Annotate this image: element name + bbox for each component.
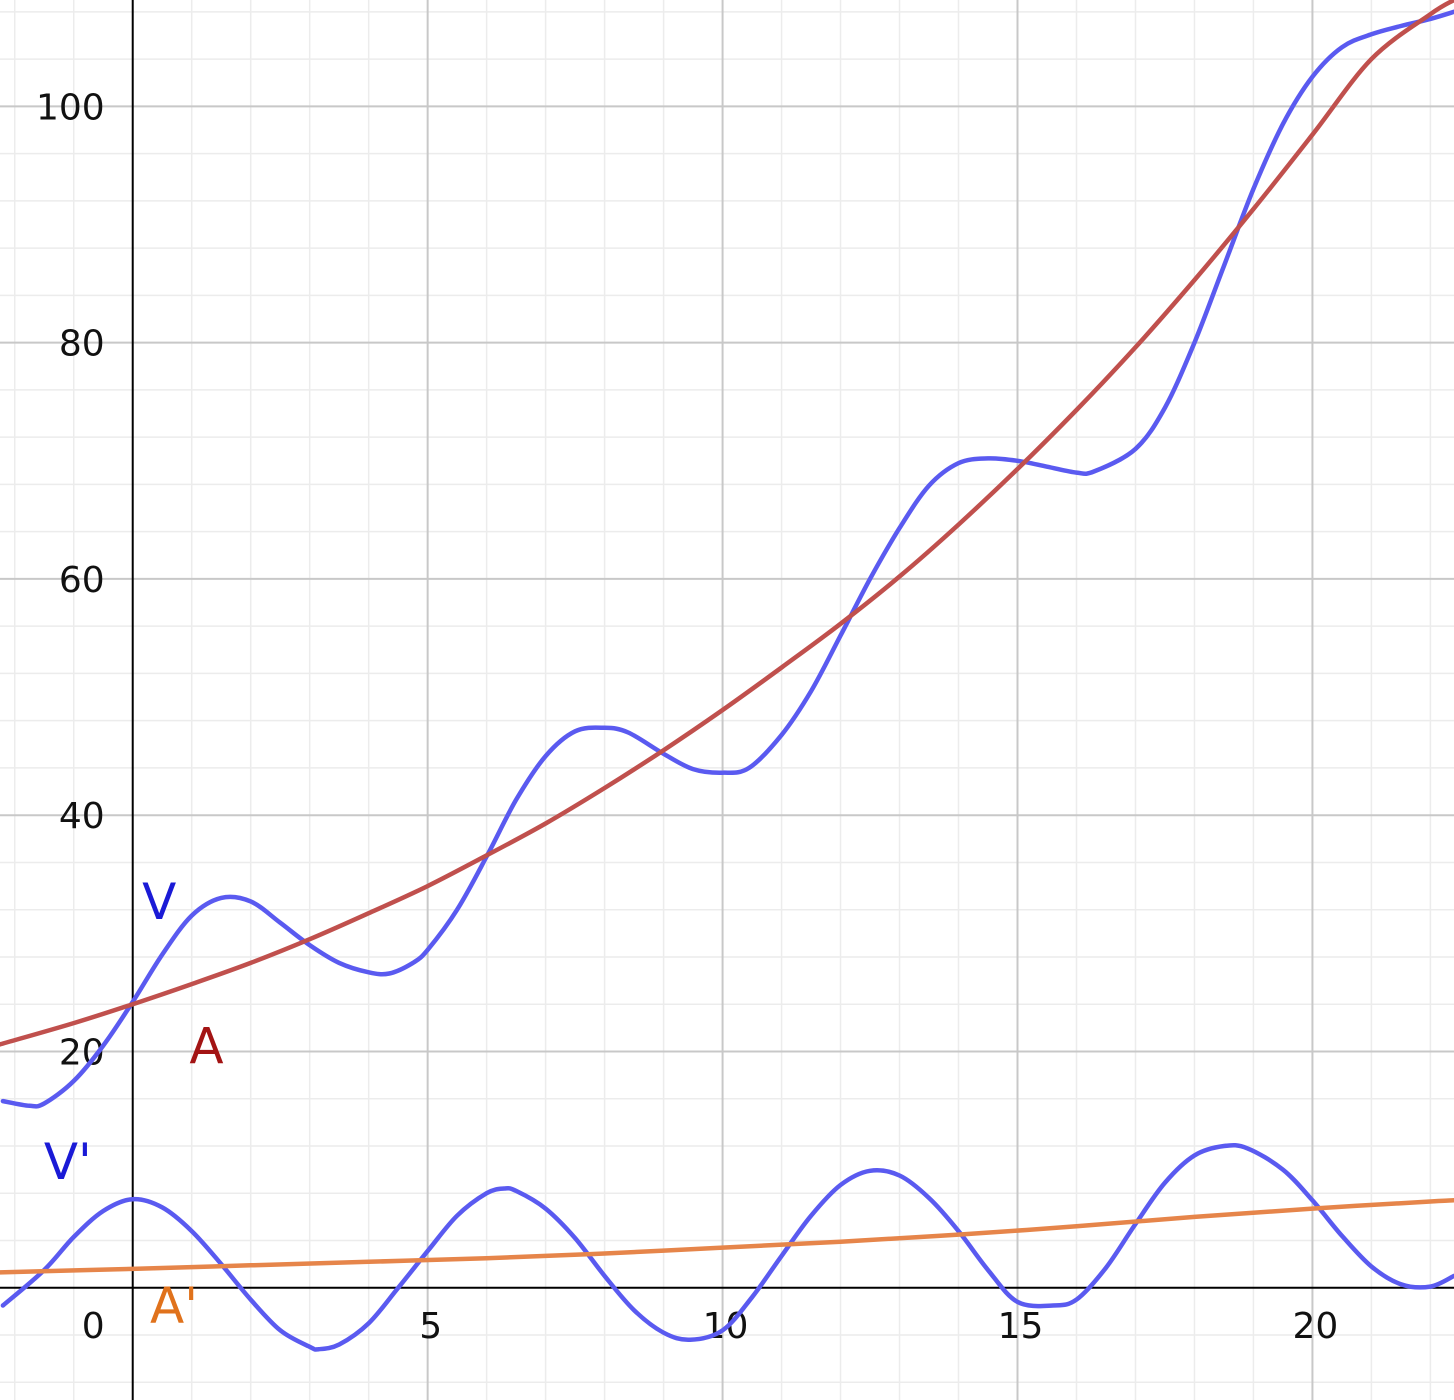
curve-label-v-prime: V' xyxy=(44,1133,92,1191)
curve-label-a: A xyxy=(189,1017,223,1075)
x-tick-label: 5 xyxy=(419,1306,442,1347)
series-line-v-prime xyxy=(0,1142,1454,1352)
curve-label-v: V xyxy=(142,873,176,931)
y-tick-label: 80 xyxy=(59,324,105,365)
x-tick-label: 0 xyxy=(82,1306,105,1347)
series-line-a-prime xyxy=(0,1198,1454,1275)
series-line-a xyxy=(0,0,1454,1047)
y-tick-label: 100 xyxy=(36,87,105,128)
curve-label-a-prime: A' xyxy=(150,1277,198,1335)
x-tick-label: 20 xyxy=(1293,1306,1339,1347)
series-line-v xyxy=(0,9,1454,1109)
y-tick-label: 60 xyxy=(59,560,105,601)
curve-labels: V A V' A' xyxy=(44,873,224,1335)
y-tick-label: 40 xyxy=(59,796,105,837)
x-tick-label: 15 xyxy=(998,1306,1044,1347)
curves xyxy=(0,0,1454,1352)
